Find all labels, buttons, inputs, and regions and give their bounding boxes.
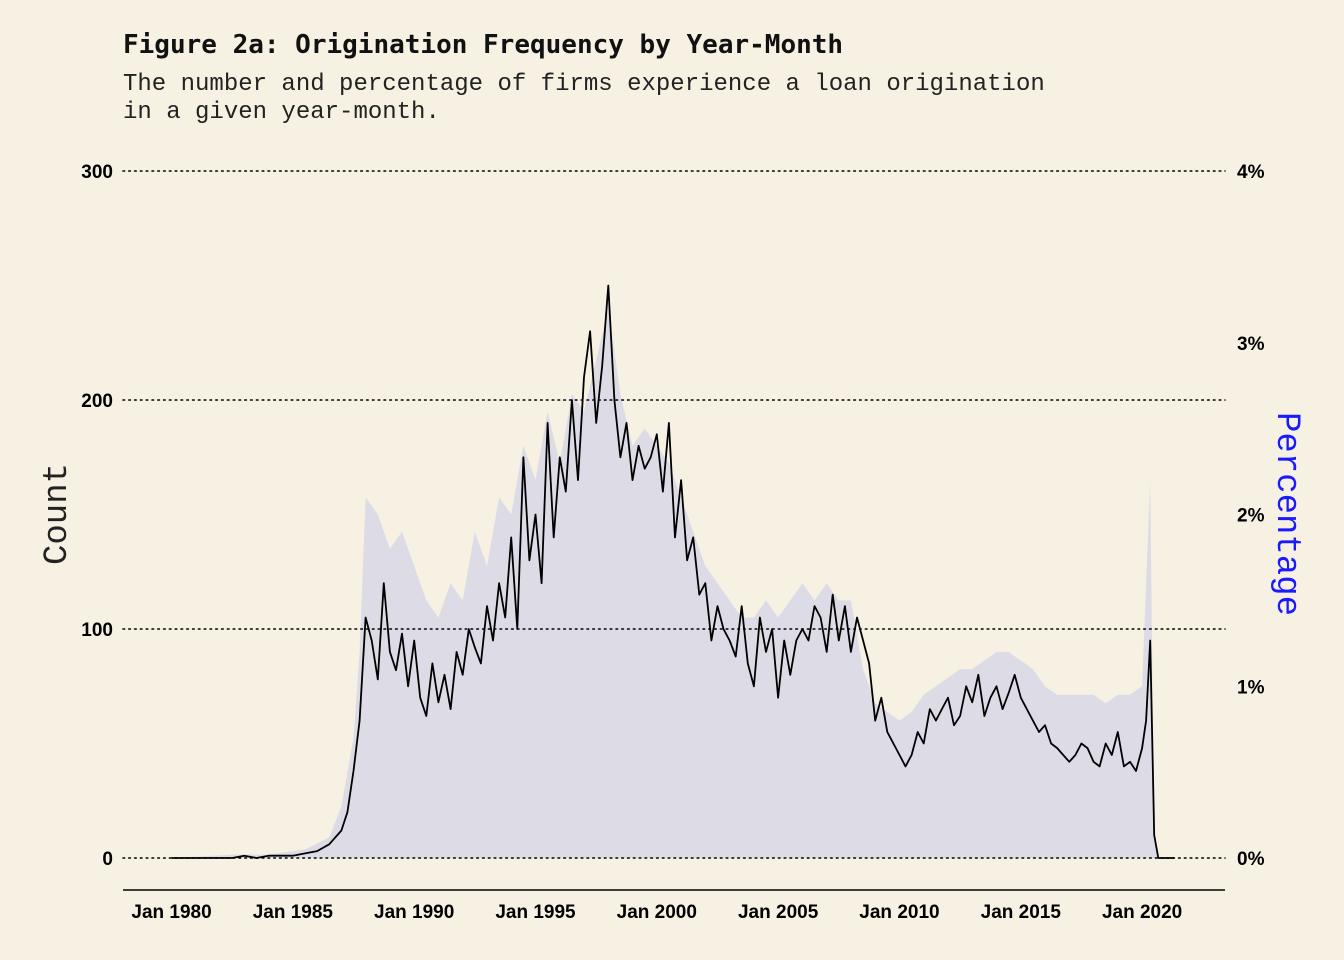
x-tick-label: Jan 2010 [859, 902, 939, 923]
chart-subtitle: The number and percentage of firms exper… [123, 71, 1045, 126]
x-tick-label: Jan 1995 [495, 902, 576, 923]
y-right-tick-label: 3% [1237, 334, 1265, 355]
x-tick-label: Jan 2015 [981, 902, 1062, 923]
y-right-tick-label: 2% [1237, 506, 1265, 527]
y-right-tick-label: 4% [1237, 162, 1265, 183]
x-tick-label: Jan 1990 [374, 902, 454, 923]
count-series-line [171, 284, 1175, 859]
x-tick-label: Jan 2005 [738, 902, 819, 923]
chart-title: Figure 2a: Origination Frequency by Year… [123, 30, 844, 60]
y-left-tick-label: 300 [81, 162, 113, 183]
y-left-tick-label: 0 [102, 849, 113, 870]
x-tick-label: Jan 1980 [131, 902, 211, 923]
x-tick-label: Jan 2020 [1102, 902, 1182, 923]
y-left-tick-label: 200 [81, 391, 113, 412]
y-axis-title-percentage: Percentage [1267, 412, 1305, 616]
y-right-tick-label: 1% [1237, 677, 1265, 698]
x-tick-label: Jan 2000 [617, 902, 697, 923]
x-tick-label: Jan 1985 [253, 902, 334, 923]
percentage-series-area [171, 308, 1175, 858]
y-right-tick-label: 0% [1237, 849, 1265, 870]
y-axis-title-count: Count [39, 463, 77, 565]
y-left-tick-label: 100 [81, 620, 113, 641]
